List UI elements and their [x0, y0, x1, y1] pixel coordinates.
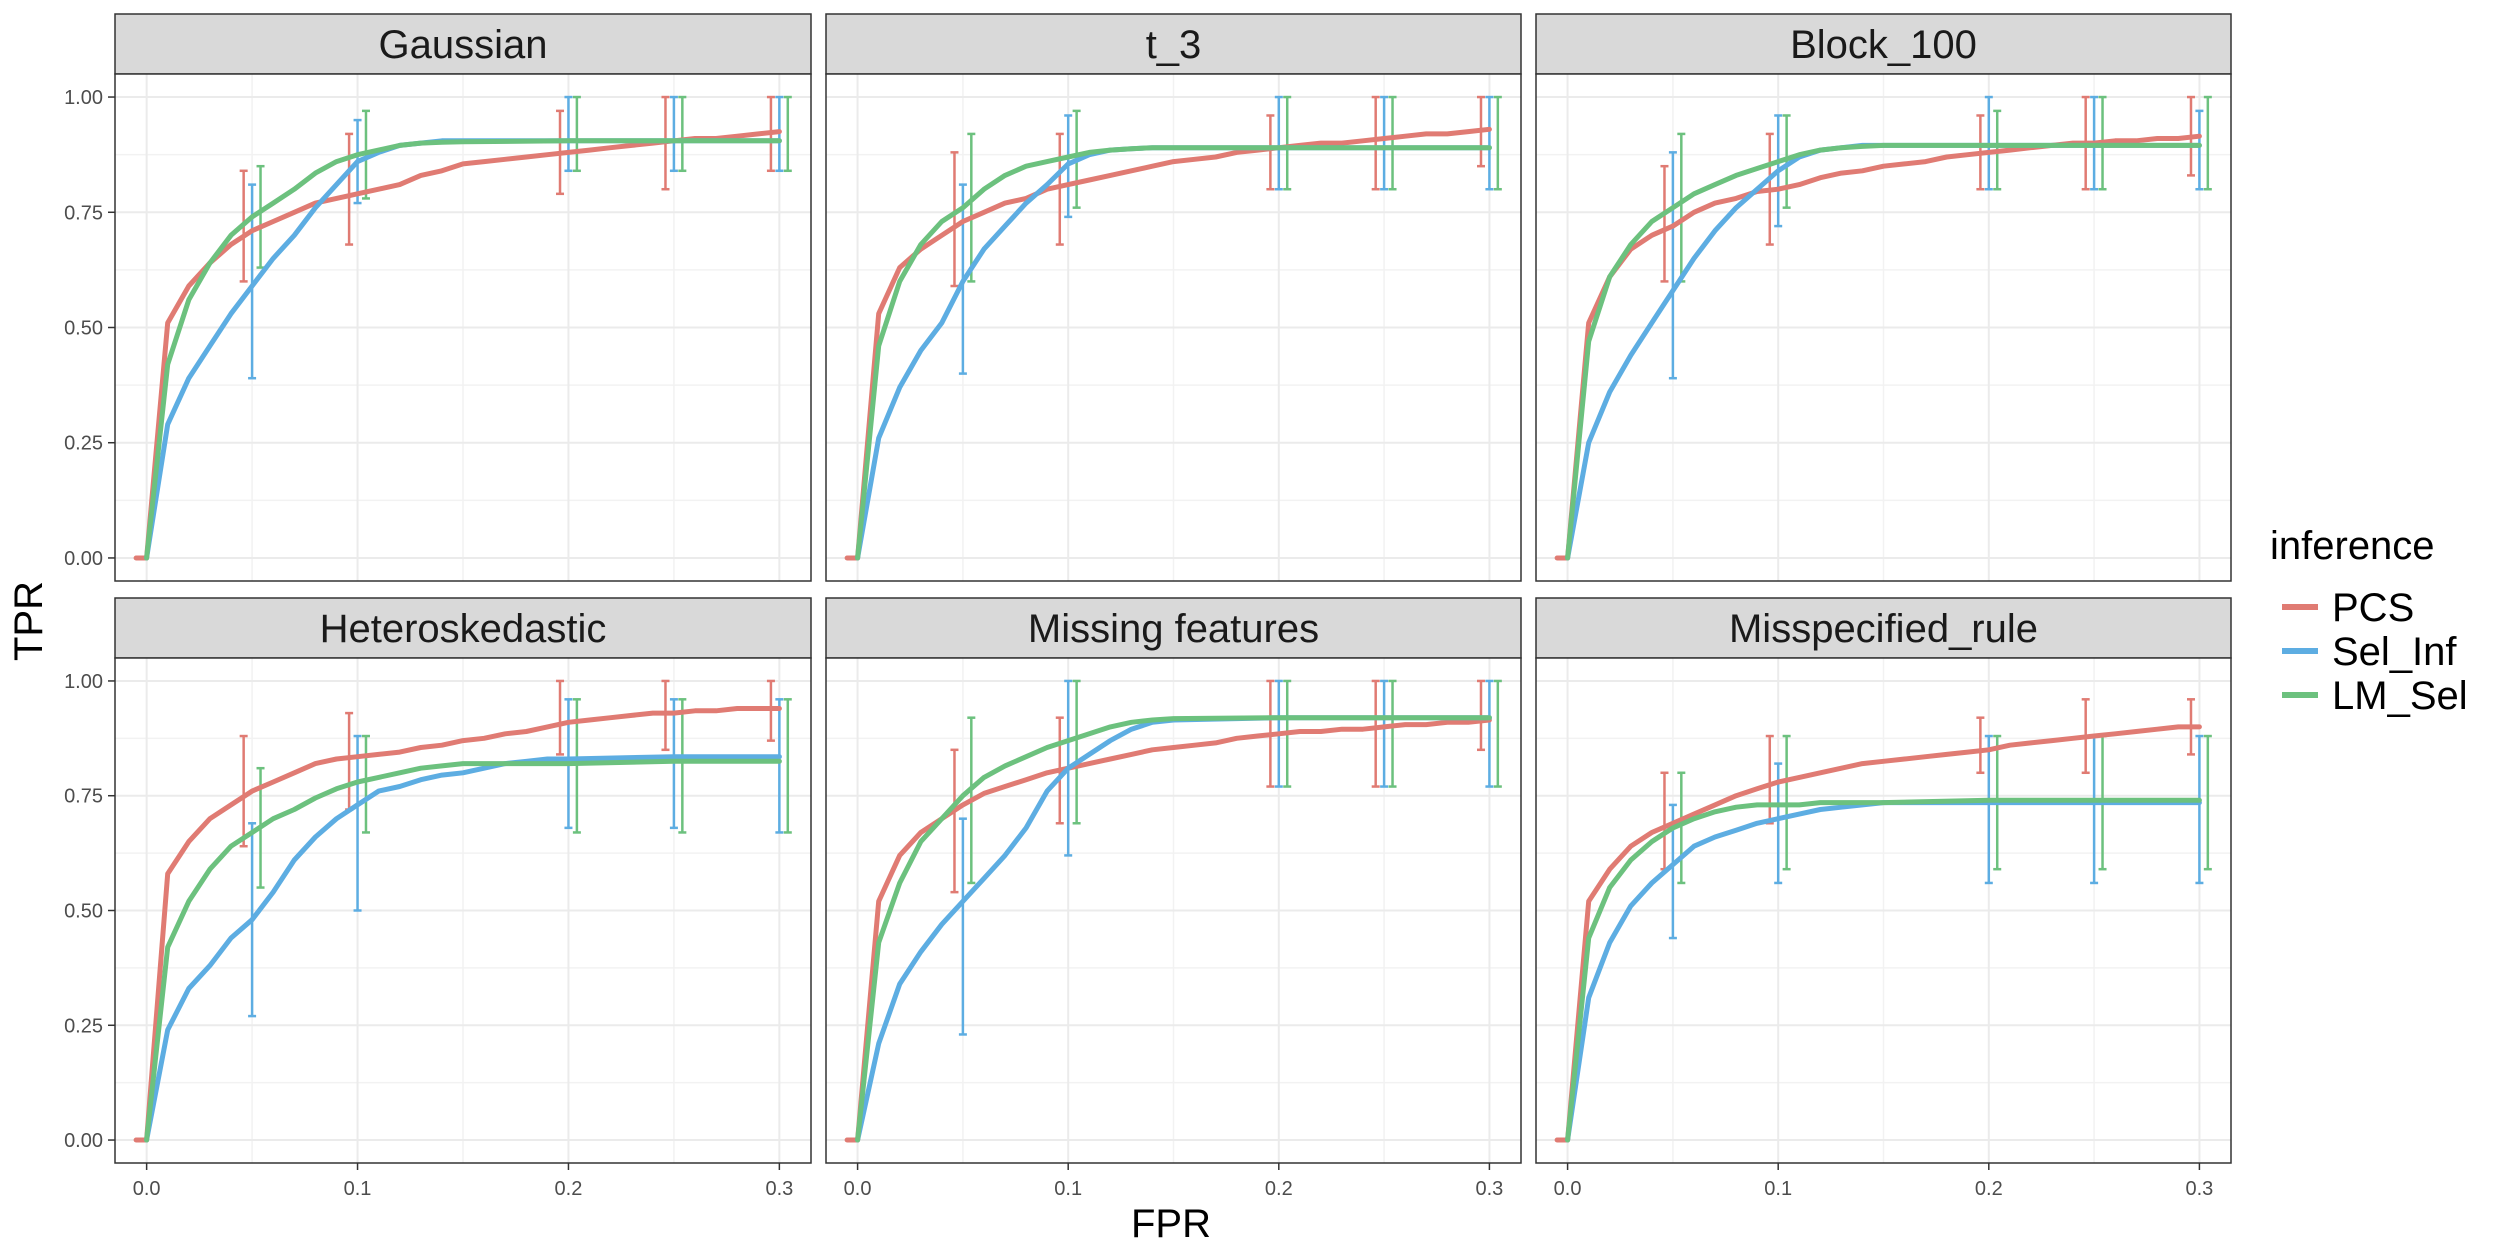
x-tick-label: 0.0 [133, 1178, 161, 1200]
y-tick-label: 1.00 [64, 671, 103, 693]
facet-title: Gaussian [379, 23, 548, 67]
errorbars-lm-sel [1677, 734, 2212, 885]
errorbars-sel-inf [1668, 734, 2204, 940]
y-tick-label: 0.25 [64, 1015, 103, 1037]
facet-panel-missing-features: Missing features 0.0 0.1 0.2 0.3 [825, 597, 1522, 1200]
facet-panel-misspecified-rule: Misspecified_rule 0.0 0.1 0.2 0.3 [1535, 597, 2232, 1200]
y-tick-label: 0.00 [64, 1130, 103, 1152]
facet-title: Block_100 [1790, 23, 1977, 67]
y-tick-label: 0.25 [64, 433, 103, 455]
series-line-lm-sel [144, 138, 782, 561]
panel-border [114, 73, 812, 582]
facet-strip [114, 13, 812, 75]
facet-title: t_3 [1146, 23, 1202, 67]
facet-strip [825, 13, 1522, 75]
panel-border [1535, 657, 2232, 1164]
legend-title: inference [2270, 524, 2435, 568]
x-tick-label: 0.0 [844, 1178, 872, 1200]
facet-panels: Gaussian 0.00 0.25 0.50 0.75 1.00 t_3 Block_100… [64, 13, 2232, 1200]
series-line-lm-sel [144, 758, 782, 1143]
facet-panel-heteroskedastic: Heteroskedastic 0.00 0.25 0.50 0.75 1.00 0.0 0.… [64, 597, 812, 1200]
facet-strip [1535, 13, 2232, 75]
x-tick-label: 0.2 [1265, 1178, 1293, 1200]
series-line-lm-sel [1565, 142, 2202, 561]
facet-title: Heteroskedastic [320, 607, 607, 651]
panel-border [114, 657, 812, 1164]
series-line-pcs [844, 126, 1492, 561]
errorbars-lm-sel [967, 95, 1502, 283]
legend-label: PCS [2332, 586, 2414, 630]
x-tick-label: 0.3 [765, 1178, 793, 1200]
facet-panel-gaussian: Gaussian 0.00 0.25 0.50 0.75 1.00 [64, 13, 812, 582]
facet-strip [1535, 597, 2232, 659]
y-tick-label: 0.50 [64, 318, 103, 340]
facet-panel-t-3: t_3 [825, 13, 1522, 582]
x-tick-label: 0.0 [1554, 1178, 1582, 1200]
facet-title: Missing features [1028, 607, 1319, 651]
legend-item-pcs: PCS [2282, 586, 2414, 630]
gridlines [826, 74, 1521, 581]
facet-strip [825, 597, 1522, 659]
panel-border [825, 73, 1522, 582]
x-tick-label: 0.3 [2186, 1178, 2214, 1200]
y-tick-label: 0.75 [64, 786, 103, 808]
gridlines [1536, 74, 2231, 581]
facet-title: Misspecified_rule [1729, 607, 2038, 651]
x-tick-label: 0.3 [1476, 1178, 1504, 1200]
legend-item-sel-inf: Sel_Inf [2282, 630, 2457, 674]
x-tick-label: 0.2 [555, 1178, 583, 1200]
series-line-pcs [133, 706, 782, 1143]
legend-label: LM_Sel [2332, 674, 2468, 718]
y-tick-label: 0.50 [64, 901, 103, 923]
series-line-lm-sel [855, 715, 1492, 1143]
x-tick-label: 0.2 [1975, 1178, 2003, 1200]
series-line-lm-sel [855, 145, 1492, 561]
x-tick-label: 0.1 [1054, 1178, 1082, 1200]
legend-label: Sel_Inf [2332, 630, 2457, 674]
errorbars-pcs [1660, 698, 2195, 871]
y-axis-title: TPR [7, 581, 51, 661]
panel-border [825, 657, 1522, 1164]
series-line-sel-inf [144, 754, 782, 1143]
x-tick-label: 0.1 [344, 1178, 372, 1200]
x-axis-title: FPR [1131, 1202, 1211, 1246]
y-tick-label: 0.75 [64, 202, 103, 224]
facet-panel-block-100: Block_100 [1535, 13, 2232, 582]
x-tick-label: 0.1 [1764, 1178, 1792, 1200]
panel-border [1535, 73, 2232, 582]
series-line-pcs [1554, 724, 2202, 1143]
legend-item-lm-sel: LM_Sel [2282, 674, 2468, 718]
y-tick-label: 0.00 [64, 548, 103, 570]
y-tick-label: 1.00 [64, 87, 103, 109]
series-line-lm-sel [1565, 797, 2202, 1143]
